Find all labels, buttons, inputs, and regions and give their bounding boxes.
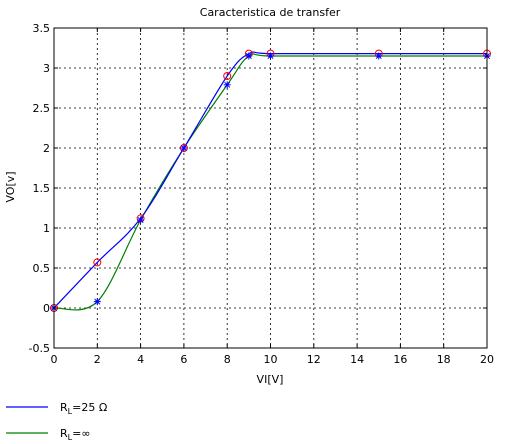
y-tick-label: 3.5 xyxy=(33,22,51,35)
data-point-star xyxy=(223,81,231,89)
y-tick-label: 1 xyxy=(43,222,50,235)
y-tick-label: 0 xyxy=(43,302,50,315)
axis-ticks: 0 2 4 6 8 10 12 14 16 18 20-0.500.511.522.533.5 xyxy=(29,22,494,366)
data-point-circle xyxy=(93,258,102,267)
grid-lines xyxy=(54,28,487,348)
chart-title: Caracteristica de transfer xyxy=(200,6,341,19)
x-tick-label: 2 xyxy=(94,353,101,366)
x-tick-label: 0 xyxy=(51,353,58,366)
legend-label-0: RL=25 Ω xyxy=(60,401,107,416)
x-tick-label: 18 xyxy=(437,353,451,366)
x-tick-label: 6 xyxy=(180,353,187,366)
x-tick-label: 16 xyxy=(393,353,407,366)
data-point-star xyxy=(93,298,101,306)
data-point-star xyxy=(267,52,274,60)
data-point-star xyxy=(137,216,145,224)
legend-label-1: RL=∞ xyxy=(60,427,91,442)
y-axis-label: VO[v] xyxy=(4,171,17,202)
x-tick-label: 12 xyxy=(307,353,321,366)
y-tick-label: -0.5 xyxy=(29,342,50,355)
data-point-star xyxy=(245,52,253,60)
y-tick-label: 2.5 xyxy=(33,102,51,115)
series-line-0 xyxy=(53,51,487,309)
data-point-star xyxy=(180,144,188,152)
x-tick-label: 14 xyxy=(350,353,364,366)
legend: RL=25 Ω RL=∞ xyxy=(6,401,107,442)
y-tick-label: 0.5 xyxy=(33,262,51,275)
x-tick-label: 4 xyxy=(137,353,144,366)
x-tick-label: 8 xyxy=(224,353,231,366)
data-point-star xyxy=(375,52,383,60)
x-axis-label: VI[V] xyxy=(257,373,284,386)
x-tick-label: 10 xyxy=(264,353,278,366)
y-tick-label: 1.5 xyxy=(33,182,51,195)
y-tick-label: 3 xyxy=(43,62,50,75)
x-tick-label: 20 xyxy=(480,353,494,366)
curves xyxy=(53,51,487,311)
data-point-circle xyxy=(223,72,232,80)
y-tick-label: 2 xyxy=(43,142,50,155)
series-line-1 xyxy=(53,53,487,311)
